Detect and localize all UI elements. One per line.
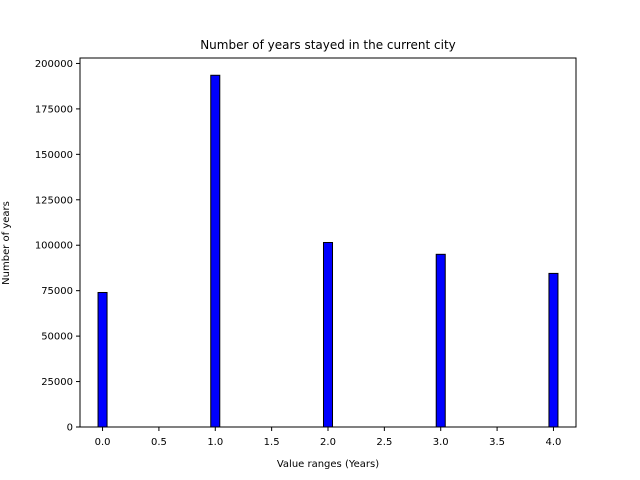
x-tick-label: 1.5 xyxy=(264,437,280,448)
x-tick-label: 4.0 xyxy=(546,437,562,448)
x-tick-label: 3.5 xyxy=(489,437,505,448)
bar xyxy=(548,272,559,428)
y-axis-ticks: 0 25000 50000 75000 100000 125000 150000 175000… xyxy=(35,59,80,434)
y-tick-label: 0 xyxy=(67,423,73,434)
bar xyxy=(210,74,221,428)
x-tick-label: 2.5 xyxy=(376,437,392,448)
y-tick-label: 75000 xyxy=(41,286,73,297)
x-axis-ticks: 0.0 0.5 1.0 1.5 2.0 2.5 3.0 3.5 4.0 xyxy=(95,427,562,448)
bar xyxy=(435,253,446,428)
x-tick-label: 0.5 xyxy=(151,437,167,448)
y-tick-label: 100000 xyxy=(35,241,73,252)
y-tick-label: 50000 xyxy=(41,332,73,343)
y-tick-label: 175000 xyxy=(35,104,73,115)
x-tick-label: 3.0 xyxy=(433,437,449,448)
bar xyxy=(97,291,108,428)
y-tick-label: 150000 xyxy=(35,150,73,161)
x-tick-label: 2.0 xyxy=(320,437,336,448)
x-axis-label: Value ranges (Years) xyxy=(277,459,379,470)
y-tick-label: 200000 xyxy=(35,59,73,70)
bars-group xyxy=(97,74,559,428)
x-tick-label: 0.0 xyxy=(95,437,111,448)
chart-title: Number of years stayed in the current ci… xyxy=(200,38,456,52)
x-tick-label: 1.0 xyxy=(207,437,223,448)
y-tick-label: 25000 xyxy=(41,377,73,388)
bar xyxy=(322,242,334,428)
y-tick-label: 125000 xyxy=(35,195,73,206)
y-axis-label: Number of years xyxy=(1,201,12,285)
